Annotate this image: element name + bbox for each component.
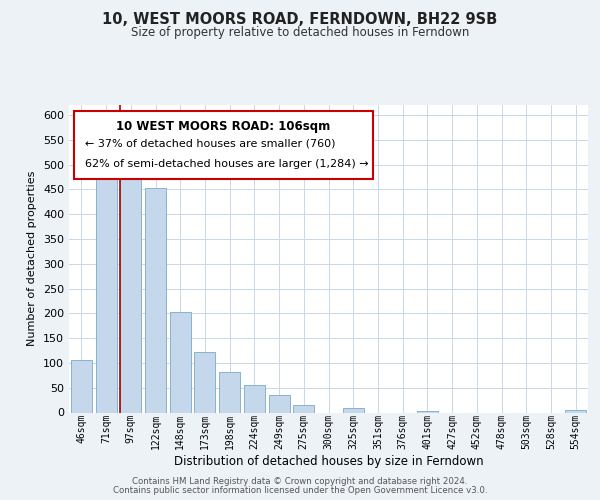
Bar xyxy=(170,312,191,412)
Bar xyxy=(293,405,314,412)
Bar xyxy=(145,188,166,412)
X-axis label: Distribution of detached houses by size in Ferndown: Distribution of detached houses by size … xyxy=(173,454,484,468)
Text: ← 37% of detached houses are smaller (760): ← 37% of detached houses are smaller (76… xyxy=(85,139,335,149)
FancyBboxPatch shape xyxy=(74,111,373,179)
Text: 10, WEST MOORS ROAD, FERNDOWN, BH22 9SB: 10, WEST MOORS ROAD, FERNDOWN, BH22 9SB xyxy=(103,12,497,28)
Bar xyxy=(194,352,215,412)
Text: Contains HM Land Registry data © Crown copyright and database right 2024.: Contains HM Land Registry data © Crown c… xyxy=(132,477,468,486)
Text: 10 WEST MOORS ROAD: 106sqm: 10 WEST MOORS ROAD: 106sqm xyxy=(116,120,331,134)
Bar xyxy=(244,384,265,412)
Bar xyxy=(269,394,290,412)
Bar xyxy=(120,170,141,412)
Bar xyxy=(95,170,116,412)
Text: Size of property relative to detached houses in Ferndown: Size of property relative to detached ho… xyxy=(131,26,469,39)
Text: Contains public sector information licensed under the Open Government Licence v3: Contains public sector information licen… xyxy=(113,486,487,495)
Bar xyxy=(71,360,92,412)
Text: 62% of semi-detached houses are larger (1,284) →: 62% of semi-detached houses are larger (… xyxy=(85,159,368,169)
Bar xyxy=(219,372,240,412)
Bar xyxy=(417,410,438,412)
Y-axis label: Number of detached properties: Number of detached properties xyxy=(28,171,37,346)
Bar xyxy=(565,410,586,412)
Bar xyxy=(343,408,364,412)
